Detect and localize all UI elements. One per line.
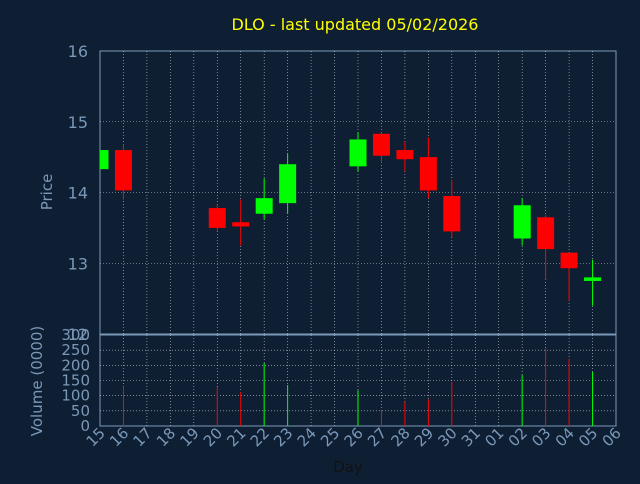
candle-body [396,150,414,160]
volume-tick-label: 100 [61,387,90,405]
day-tick-label: 02 [505,424,531,450]
candle-body [232,222,250,227]
volume-tick-label: 300 [61,326,90,344]
day-tick-label: 30 [434,424,460,450]
candle-body [208,208,226,228]
volume-tick-label: 200 [61,356,90,374]
volume-tick-label: 150 [61,372,90,390]
day-tick-label: 01 [481,424,507,450]
day-tick-label: 06 [599,424,625,450]
chart-title: DLO - last updated 05/02/2026 [232,15,479,34]
price-axis-label: Price [38,174,56,211]
candle-body [349,139,367,167]
day-tick-label: 21 [223,424,249,450]
day-tick-label: 31 [458,424,484,450]
day-tick-label: 23 [270,424,296,450]
day-tick-label: 27 [364,424,390,450]
day-tick-label: 04 [552,424,578,450]
candle-body [584,277,602,281]
day-tick-label: 19 [176,424,202,450]
day-tick-label: 18 [153,424,179,450]
price-tick-label: 14 [68,184,88,203]
day-tick-label: 24 [294,424,320,450]
candle-body [114,150,132,191]
candle-body [560,252,578,269]
plot-layer: 1213141516050100150200250300151617181920… [61,42,624,450]
candle-body [372,133,390,156]
volume-tick-label: 0 [80,417,90,435]
day-axis-label: Day [333,458,363,476]
day-tick-label: 16 [106,424,132,450]
day-tick-label: 29 [411,424,437,450]
price-tick-label: 12 [68,325,88,344]
day-tick-label: 20 [200,424,226,450]
candle-body [100,150,109,170]
candle-body [513,205,531,239]
day-tick-label: 22 [247,424,273,450]
volume-axis-label: Volume (0000) [28,326,46,436]
price-tick-label: 13 [68,254,88,273]
volume-tick-label: 250 [61,341,90,359]
candle-body [419,157,437,191]
price-tick-label: 15 [68,113,88,132]
day-tick-label: 28 [388,424,414,450]
candle-body [279,164,297,204]
day-tick-label: 03 [528,424,554,450]
day-tick-label: 05 [575,424,601,450]
day-tick-label: 26 [341,424,367,450]
candle-body [255,198,273,214]
candle-body [537,217,555,250]
volume-tick-label: 50 [71,402,90,420]
day-tick-label: 17 [130,424,156,450]
candle-body [443,196,461,232]
price-tick-label: 16 [68,42,88,61]
day-tick-label: 25 [317,424,343,450]
